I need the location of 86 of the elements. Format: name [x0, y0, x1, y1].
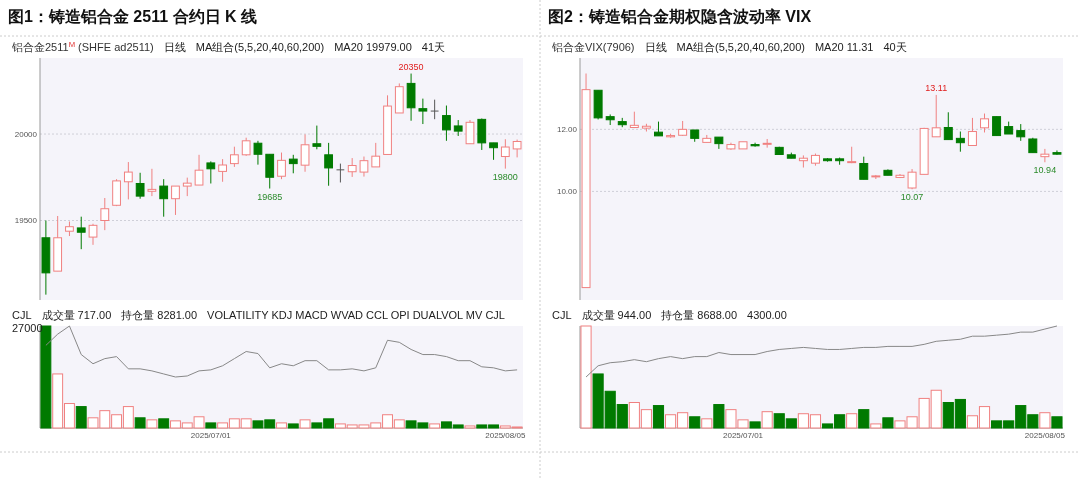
- candlestick: [324, 142, 334, 187]
- bar: [134, 417, 146, 429]
- bar: [1051, 416, 1063, 429]
- annotation: 10.94: [1033, 165, 1057, 176]
- candlestick: [194, 154, 204, 186]
- annotation: 19800: [492, 171, 518, 182]
- candlestick: [159, 178, 169, 218]
- candlestick: [277, 152, 286, 180]
- candlestick: [980, 113, 989, 133]
- bar: [749, 421, 761, 429]
- candlestick: [465, 119, 475, 145]
- bar: [713, 404, 725, 429]
- text: MA组合(5,5,20,40,60,200): [676, 41, 805, 53]
- candlestick: [171, 185, 180, 216]
- annotation: 13.11: [925, 82, 948, 93]
- text: MA20 11.31: [814, 41, 874, 53]
- candlestick: [418, 98, 428, 125]
- text: 成交量 944.00: [581, 309, 652, 321]
- bar: [75, 406, 87, 429]
- annotation: 19685: [257, 191, 283, 202]
- x-tick-label: 2025/08/05: [485, 431, 526, 440]
- text: MA组合(5,5,20,40,60,200): [195, 41, 325, 53]
- text: VOLATILITY KDJ MACD WVAD CCL OPI DUALVOL MV CJL: [207, 309, 505, 321]
- x-tick-label: 2025/08/05: [1024, 431, 1066, 440]
- candlestick: [265, 153, 275, 190]
- candlestick: [750, 142, 760, 148]
- candlestick: [88, 223, 98, 246]
- candlestick: [931, 94, 941, 138]
- candlestick: [241, 137, 251, 157]
- bar: [858, 409, 870, 429]
- candlestick: [182, 177, 192, 197]
- candlestick: [123, 161, 133, 200]
- candlestick: [229, 146, 239, 168]
- candlestick: [967, 117, 977, 146]
- text: 40天: [883, 41, 907, 53]
- chart-title: 图1：铸造铝合金 2511 合约日 K 线: [8, 8, 257, 25]
- text: 持仓量 8688.00: [661, 309, 738, 321]
- candlestick: [288, 154, 298, 174]
- candlestick: [943, 111, 953, 141]
- bar: [652, 405, 665, 429]
- candlestick: [359, 156, 369, 178]
- bar: [689, 416, 701, 429]
- candlestick: [347, 157, 357, 178]
- annotation: 10.07: [900, 192, 924, 203]
- text: CJL: [552, 309, 572, 321]
- candlestick: [1052, 149, 1062, 156]
- candlestick: [312, 125, 322, 150]
- chart-subtitle: 铝合金2511$^{M}$ (SHFE ad2511): [11, 39, 154, 53]
- bar: [287, 423, 299, 429]
- candlestick: [253, 140, 263, 166]
- candlestick: [1040, 148, 1050, 163]
- text: 持仓量 8281.00: [121, 309, 198, 321]
- candlestick: [430, 99, 440, 120]
- candlestick: [147, 168, 157, 197]
- text: 日线: [163, 41, 186, 53]
- candlestick: [500, 138, 510, 170]
- candlestick: [206, 160, 216, 184]
- y-tick-label: 10.00: [556, 187, 578, 197]
- chart-title: 图2：铸造铝合金期权隐含波动率 VIX: [548, 7, 812, 25]
- chart-subtitle: 铝合金VIX(7906): [551, 41, 635, 53]
- candlestick: [100, 197, 110, 231]
- candlestick: [371, 142, 381, 168]
- candlestick: [218, 158, 227, 183]
- y-tick-label: 20000: [14, 130, 38, 140]
- candlestick: [859, 156, 869, 180]
- text: CJL: [12, 309, 32, 321]
- candlestick: [477, 118, 487, 151]
- candlestick: [300, 133, 310, 173]
- y-tick-label: 12.00: [556, 125, 578, 135]
- text: 日线: [644, 41, 667, 53]
- x-tick-label: 2025/07/01: [190, 431, 232, 440]
- candlestick: [76, 216, 86, 250]
- candlestick: [955, 131, 965, 153]
- y-tick-label: 19500: [14, 216, 38, 226]
- candlestick: [992, 116, 1002, 137]
- text: 41天: [421, 41, 446, 53]
- text: 成交量 717.00: [41, 309, 112, 321]
- text: MA20 19979.00: [334, 41, 412, 53]
- x-tick-label: 2025/07/01: [722, 431, 764, 440]
- candlestick: [442, 105, 451, 142]
- bar: [882, 417, 894, 429]
- bar: [205, 422, 217, 429]
- annotation: 20350: [398, 61, 424, 72]
- bar: [158, 418, 170, 429]
- text: 4300.00: [747, 309, 787, 321]
- candlestick: [135, 172, 145, 200]
